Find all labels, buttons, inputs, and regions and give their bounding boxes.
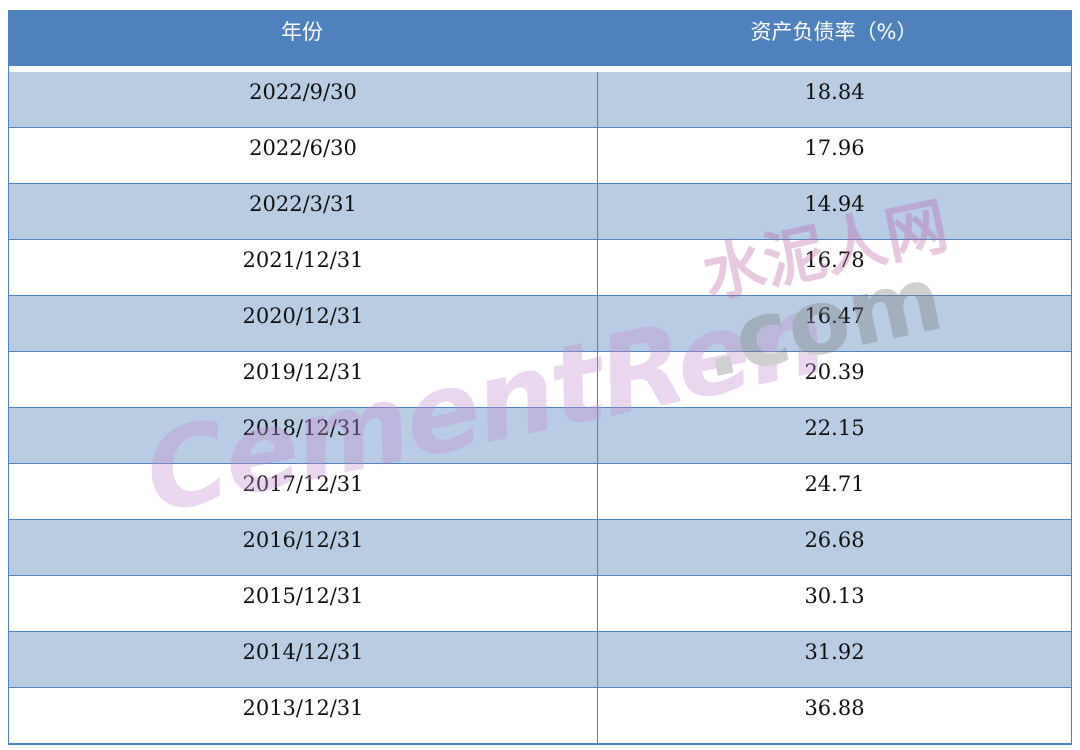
table-row: 2022/9/30 18.84 — [8, 72, 1072, 127]
cell-debt-ratio: 26.68 — [804, 528, 865, 552]
table-row: 2017/12/31 24.71 — [8, 463, 1072, 519]
table-row: 2016/12/31 26.68 — [8, 519, 1072, 575]
cell-debt-ratio: 22.15 — [804, 416, 865, 440]
cell-debt-ratio: 16.47 — [804, 304, 865, 328]
cell-date: 2018/12/31 — [9, 408, 598, 463]
cell-date: 2013/12/31 — [9, 688, 598, 743]
header-year: 年份 — [281, 20, 323, 44]
cell-debt-ratio: 20.39 — [804, 360, 865, 384]
table-header: 年份 资产负债率（%） — [8, 10, 1072, 66]
cell-date: 2016/12/31 — [9, 520, 598, 575]
header-gap — [8, 66, 1072, 72]
table-row: 2014/12/31 31.92 — [8, 631, 1072, 687]
table-row: 2018/12/31 22.15 — [8, 407, 1072, 463]
cell-date: 2015/12/31 — [9, 576, 598, 631]
cell-debt-ratio: 16.78 — [804, 248, 865, 272]
cell-date: 2019/12/31 — [9, 352, 598, 407]
cell-date: 2014/12/31 — [9, 632, 598, 687]
cell-date: 2022/6/30 — [9, 128, 598, 183]
cell-debt-ratio: 31.92 — [804, 640, 865, 664]
cell-debt-ratio: 17.96 — [804, 136, 865, 160]
table-row: 2021/12/31 16.78 — [8, 239, 1072, 295]
cell-debt-ratio: 30.13 — [804, 584, 865, 608]
debt-ratio-table: 年份 资产负债率（%） 2022/9/30 18.84 2022/6/30 17.96… — [8, 10, 1072, 745]
table-row: 2015/12/31 30.13 — [8, 575, 1072, 631]
cell-date: 2021/12/31 — [9, 240, 598, 295]
table-row: 2022/3/31 14.94 — [8, 183, 1072, 239]
table-row: 2013/12/31 36.88 — [8, 687, 1072, 745]
cell-date: 2022/9/30 — [9, 72, 598, 127]
cell-date: 2022/3/31 — [9, 184, 598, 239]
table-row: 2020/12/31 16.47 — [8, 295, 1072, 351]
cell-debt-ratio: 24.71 — [804, 472, 865, 496]
cell-debt-ratio: 36.88 — [804, 696, 865, 720]
cell-date: 2020/12/31 — [9, 296, 598, 351]
cell-date: 2017/12/31 — [9, 464, 598, 519]
header-debt-ratio: 资产负债率（%） — [750, 20, 918, 44]
table-body: 2022/9/30 18.84 2022/6/30 17.96 2022/3/31 14.… — [8, 72, 1072, 745]
cell-debt-ratio: 14.94 — [804, 192, 865, 216]
cell-debt-ratio: 18.84 — [804, 80, 865, 104]
table-row: 2019/12/31 20.39 — [8, 351, 1072, 407]
table-row: 2022/6/30 17.96 — [8, 127, 1072, 183]
